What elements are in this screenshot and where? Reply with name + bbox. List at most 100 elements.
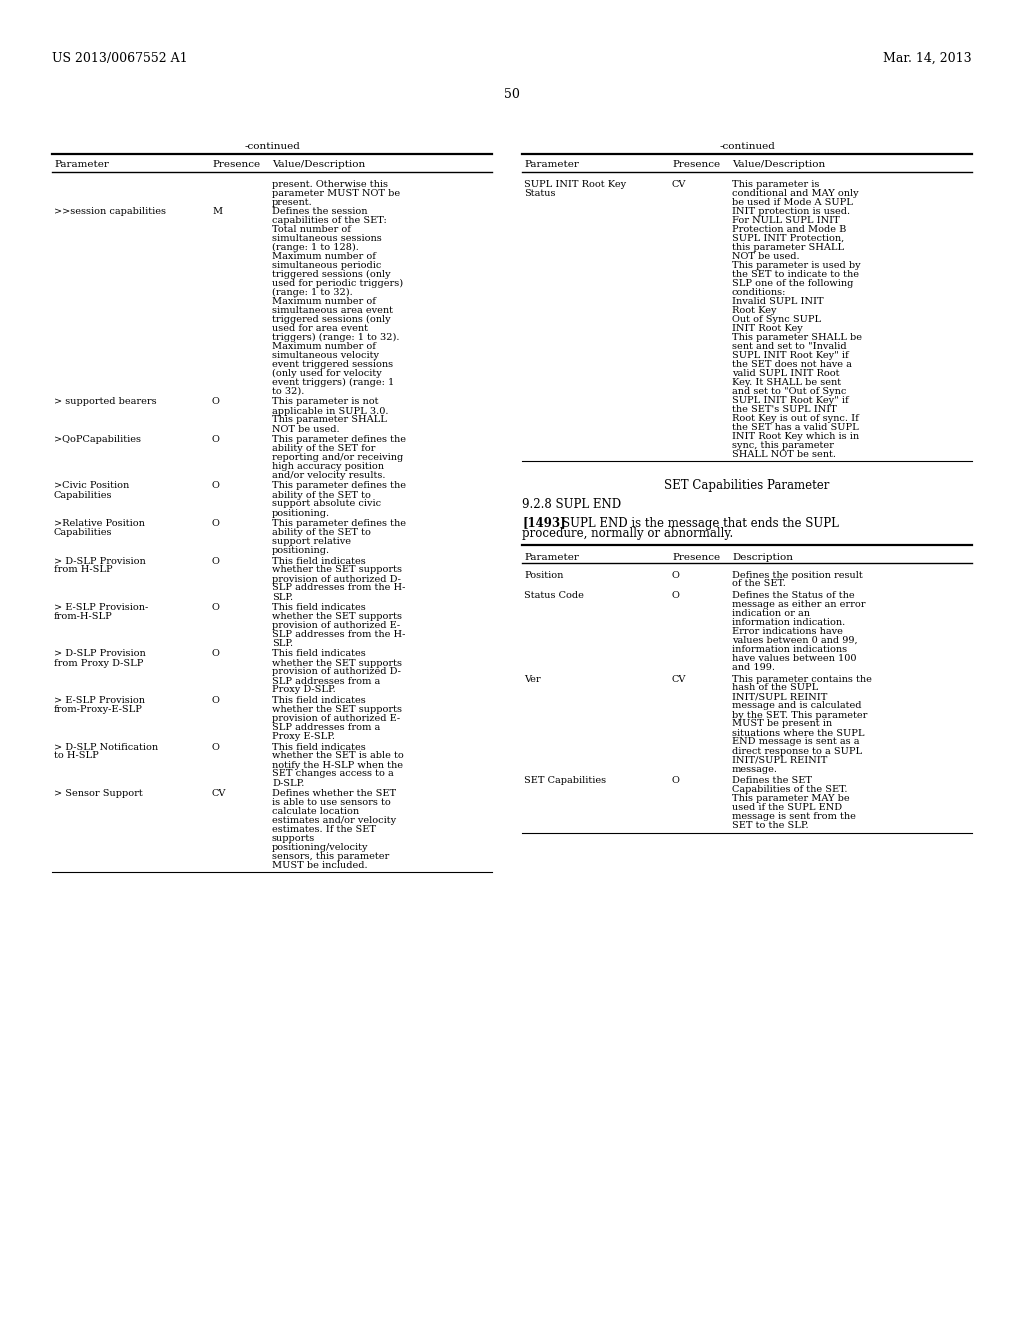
Text: (only used for velocity: (only used for velocity (272, 370, 382, 378)
Text: is able to use sensors to: is able to use sensors to (272, 799, 391, 807)
Text: and 199.: and 199. (732, 663, 775, 672)
Text: ability of the SET to: ability of the SET to (272, 528, 371, 537)
Text: from-Proxy-E-SLP: from-Proxy-E-SLP (54, 705, 143, 714)
Text: O: O (672, 570, 680, 579)
Text: INIT Root Key which is in: INIT Root Key which is in (732, 432, 859, 441)
Text: and set to "Out of Sync: and set to "Out of Sync (732, 387, 847, 396)
Text: Presence: Presence (212, 160, 260, 169)
Text: >QoPCapabilities: >QoPCapabilities (54, 436, 141, 444)
Text: to H-SLP: to H-SLP (54, 751, 98, 760)
Text: SLP addresses from a: SLP addresses from a (272, 676, 380, 685)
Text: Protection and Mode B: Protection and Mode B (732, 224, 847, 234)
Text: O: O (212, 397, 220, 407)
Text: estimates and/or velocity: estimates and/or velocity (272, 816, 396, 825)
Text: the SET to indicate to the: the SET to indicate to the (732, 271, 859, 279)
Text: ability of the SET for: ability of the SET for (272, 444, 376, 453)
Text: conditional and MAY only: conditional and MAY only (732, 189, 859, 198)
Text: O: O (212, 603, 220, 612)
Text: present. Otherwise this: present. Otherwise this (272, 180, 388, 189)
Text: O: O (212, 649, 220, 659)
Text: capabilities of the SET:: capabilities of the SET: (272, 216, 387, 224)
Text: Position: Position (524, 570, 563, 579)
Text: Status: Status (524, 189, 555, 198)
Text: provision of authorized D-: provision of authorized D- (272, 668, 400, 676)
Text: Root Key: Root Key (732, 306, 776, 315)
Text: event triggers) (range: 1: event triggers) (range: 1 (272, 378, 394, 387)
Text: END message is sent as a: END message is sent as a (732, 738, 859, 747)
Text: from-H-SLP: from-H-SLP (54, 612, 113, 620)
Text: INIT Root Key: INIT Root Key (732, 323, 803, 333)
Text: M: M (212, 207, 222, 216)
Text: sync, this parameter: sync, this parameter (732, 441, 834, 450)
Text: notify the H-SLP when the: notify the H-SLP when the (272, 760, 403, 770)
Text: > E-SLP Provision: > E-SLP Provision (54, 696, 145, 705)
Text: -continued: -continued (719, 143, 775, 150)
Text: provision of authorized E-: provision of authorized E- (272, 620, 400, 630)
Text: the SET does not have a: the SET does not have a (732, 360, 852, 370)
Text: This parameter is: This parameter is (732, 180, 819, 189)
Text: MUST be included.: MUST be included. (272, 861, 368, 870)
Text: (range: 1 to 32).: (range: 1 to 32). (272, 288, 352, 297)
Text: event triggered sessions: event triggered sessions (272, 360, 393, 370)
Text: whether the SET supports: whether the SET supports (272, 705, 402, 714)
Text: simultaneous periodic: simultaneous periodic (272, 261, 381, 271)
Text: Value/Description: Value/Description (272, 160, 366, 169)
Text: Defines the position result: Defines the position result (732, 570, 863, 579)
Text: This parameter defines the: This parameter defines the (272, 482, 406, 491)
Text: This field indicates: This field indicates (272, 649, 366, 659)
Text: direct response to a SUPL: direct response to a SUPL (732, 747, 862, 755)
Text: This parameter SHALL: This parameter SHALL (272, 416, 387, 425)
Text: SET changes access to a: SET changes access to a (272, 770, 394, 779)
Text: O: O (672, 776, 680, 785)
Text: of the SET.: of the SET. (732, 579, 785, 589)
Text: values between 0 and 99,: values between 0 and 99, (732, 636, 858, 645)
Text: Capabilities: Capabilities (54, 491, 113, 499)
Text: conditions:: conditions: (732, 288, 786, 297)
Text: -continued: -continued (244, 143, 300, 150)
Text: information indications: information indications (732, 645, 847, 653)
Text: supports: supports (272, 834, 315, 843)
Text: NOT be used.: NOT be used. (272, 425, 340, 433)
Text: Parameter: Parameter (524, 553, 579, 561)
Text: O: O (212, 557, 220, 565)
Text: indication or an: indication or an (732, 609, 810, 618)
Text: O: O (212, 742, 220, 751)
Text: SLP addresses from the H-: SLP addresses from the H- (272, 583, 406, 593)
Text: Maximum number of: Maximum number of (272, 297, 376, 306)
Text: Maximum number of: Maximum number of (272, 342, 376, 351)
Text: 9.2.8 SUPL END: 9.2.8 SUPL END (522, 499, 622, 511)
Text: provision of authorized D-: provision of authorized D- (272, 574, 400, 583)
Text: This parameter contains the: This parameter contains the (732, 675, 871, 684)
Text: This field indicates: This field indicates (272, 742, 366, 751)
Text: sent and set to "Invalid: sent and set to "Invalid (732, 342, 847, 351)
Text: valid SUPL INIT Root: valid SUPL INIT Root (732, 370, 840, 378)
Text: O: O (212, 482, 220, 491)
Text: > D-SLP Provision: > D-SLP Provision (54, 557, 145, 565)
Text: This parameter is used by: This parameter is used by (732, 261, 860, 271)
Text: support relative: support relative (272, 537, 351, 546)
Text: provision of authorized E-: provision of authorized E- (272, 714, 400, 723)
Text: Ver: Ver (524, 675, 541, 684)
Text: situations where the SUPL: situations where the SUPL (732, 729, 864, 738)
Text: >Relative Position: >Relative Position (54, 519, 144, 528)
Text: D-SLP.: D-SLP. (272, 779, 304, 788)
Text: This field indicates: This field indicates (272, 603, 366, 612)
Text: hash of the SUPL: hash of the SUPL (732, 684, 818, 693)
Text: Maximum number of: Maximum number of (272, 252, 376, 261)
Text: positioning.: positioning. (272, 508, 330, 517)
Text: CV: CV (212, 789, 226, 799)
Text: the SET has a valid SUPL: the SET has a valid SUPL (732, 422, 859, 432)
Text: used for periodic triggers): used for periodic triggers) (272, 279, 403, 288)
Text: this parameter SHALL: this parameter SHALL (732, 243, 844, 252)
Text: > D-SLP Notification: > D-SLP Notification (54, 742, 158, 751)
Text: This parameter SHALL be: This parameter SHALL be (732, 333, 862, 342)
Text: Status Code: Status Code (524, 591, 584, 601)
Text: Out of Sync SUPL: Out of Sync SUPL (732, 315, 821, 323)
Text: Presence: Presence (672, 160, 720, 169)
Text: have values between 100: have values between 100 (732, 653, 856, 663)
Text: simultaneous area event: simultaneous area event (272, 306, 393, 315)
Text: positioning.: positioning. (272, 546, 330, 554)
Text: simultaneous sessions: simultaneous sessions (272, 234, 382, 243)
Text: ability of the SET to: ability of the SET to (272, 491, 371, 499)
Text: by the SET. This parameter: by the SET. This parameter (732, 710, 867, 719)
